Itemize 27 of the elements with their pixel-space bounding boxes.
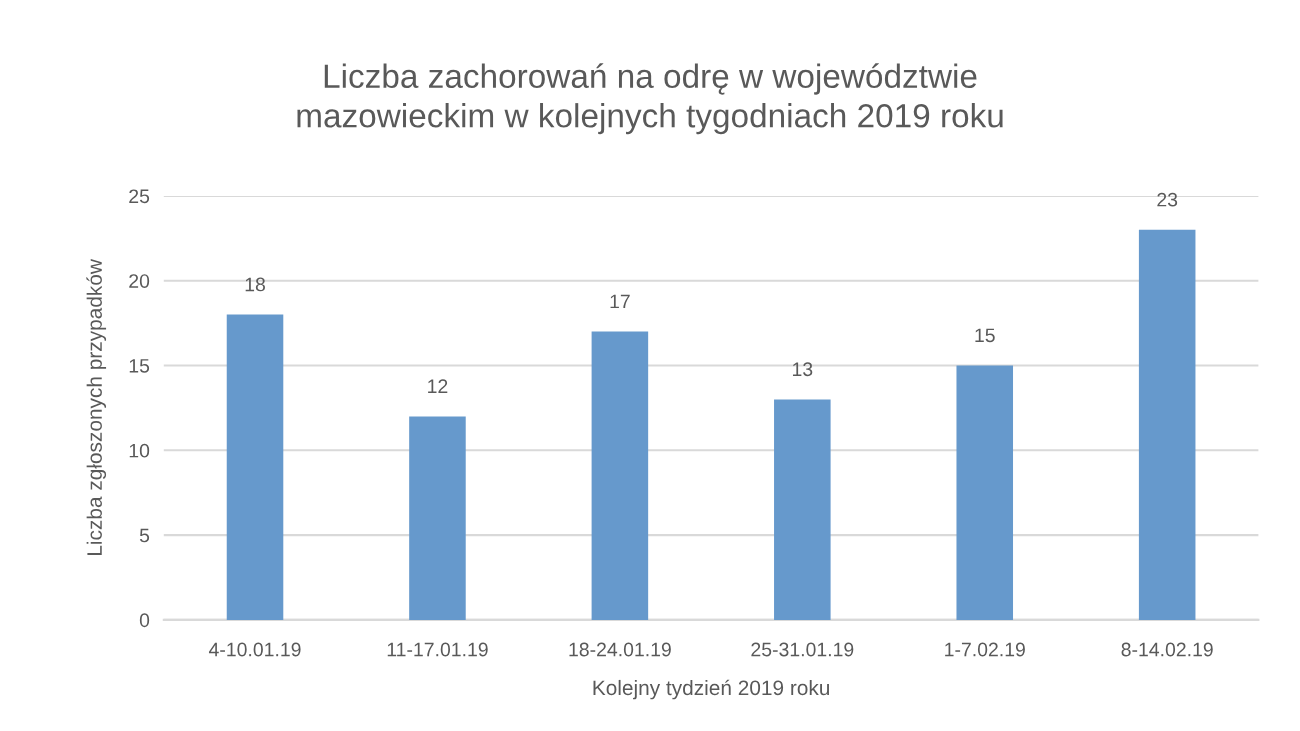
x-tick-label: 25-31.01.19 — [751, 642, 854, 657]
y-tick-label: 20 — [129, 274, 150, 288]
y-tick-label: 5 — [139, 528, 150, 543]
bar — [774, 399, 831, 620]
y-tick-label: 15 — [129, 359, 150, 373]
bar — [409, 416, 466, 620]
data-label: 13 — [792, 362, 813, 377]
x-axis-title: Kolejny tydzień 2019 roku — [593, 679, 830, 700]
y-tick-label: 25 — [129, 189, 150, 204]
y-axis-title: Liczba zgłoszonych przypadków — [86, 259, 107, 555]
data-label: 17 — [610, 294, 630, 309]
x-tick-label: 18-24.01.19 — [569, 642, 671, 657]
chart-title: Liczba zachorowań na odrę w województwie mazowieckim w kolejnych tygodniach 2019 roku — [297, 63, 1003, 135]
bar — [591, 331, 649, 620]
data-label: 12 — [428, 379, 448, 393]
x-tick-label: 4-10.01.19 — [208, 642, 301, 657]
data-label: 15 — [975, 328, 995, 343]
data-label: 23 — [1157, 192, 1178, 207]
x-tick-label: 1-7.02.19 — [945, 642, 1025, 657]
x-tick-label: 8-14.02.19 — [1121, 642, 1213, 657]
bar — [1138, 229, 1196, 620]
data-label: 18 — [245, 277, 265, 292]
bar — [226, 314, 284, 620]
y-tick-label: 10 — [129, 443, 150, 458]
bar — [956, 365, 1014, 620]
x-tick-label: 11-17.01.19 — [387, 642, 488, 657]
y-tick-label: 0 — [139, 613, 150, 628]
